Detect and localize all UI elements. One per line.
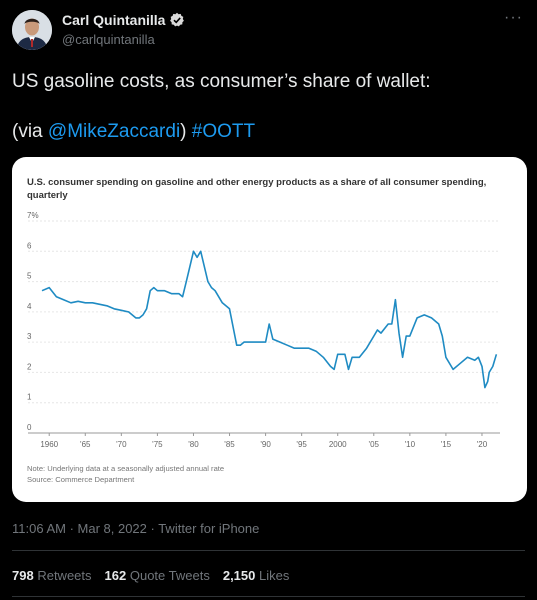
tweet-text-via: (via @MikeZaccardi) #OOTT — [12, 120, 522, 144]
y-tick-label: 3 — [27, 332, 32, 341]
y-tick-label: 5 — [27, 272, 32, 281]
retweets-label: Retweets — [37, 568, 92, 583]
chart-note-text: Note: Underlying data at a seasonally ad… — [27, 464, 225, 473]
x-tick-label: '65 — [80, 440, 91, 449]
x-tick-label: 1960 — [40, 440, 58, 449]
likes-label: Likes — [259, 568, 290, 583]
chart-image-card[interactable]: U.S. consumer spending on gasoline and o… — [12, 157, 527, 502]
avatar[interactable] — [12, 10, 52, 50]
x-tick-label: '15 — [441, 440, 452, 449]
tweet-text-line: US gasoline costs, as consumer’s share o… — [12, 71, 431, 92]
y-tick-label: 1 — [27, 393, 32, 402]
chart-note: Note: Underlying data at a seasonally ad… — [27, 463, 224, 485]
more-options-icon[interactable]: ··· — [504, 9, 523, 26]
verified-badge-icon — [170, 12, 185, 27]
x-tick-label: '90 — [260, 440, 271, 449]
divider — [12, 550, 525, 551]
chart: 0 1 2 3 4 5 6 7% 1960 '65 '70 '75 '80 '85 '90 '95 2000 '0… — [27, 211, 500, 449]
author-name[interactable]: Carl Quintanilla — [62, 12, 166, 28]
tweet-stats: 798 Retweets 162 Quote Tweets 2,150 Like… — [12, 568, 289, 583]
y-tick-label: 0 — [27, 423, 32, 432]
series-line — [41, 250, 498, 389]
mention-link[interactable]: @MikeZaccardi — [47, 121, 181, 142]
tweet-text: US gasoline costs, as consumer’s share o… — [12, 70, 522, 144]
author-name-row[interactable]: Carl Quintanilla — [62, 12, 185, 28]
y-tick-label: 7% — [27, 211, 39, 220]
y-tick-label: 6 — [27, 241, 32, 250]
x-tick-label: '95 — [296, 440, 307, 449]
tweet-timestamp[interactable]: 11:06 AM · Mar 8, 2022 · Twitter for iPh… — [12, 521, 260, 536]
x-tick-label: 2000 — [329, 440, 347, 449]
retweets-count: 798 — [12, 568, 34, 583]
chart-source-text: Source: Commerce Department — [27, 475, 135, 484]
quote-tweets-label: Quote Tweets — [129, 568, 210, 583]
x-tick-label: '80 — [188, 440, 199, 449]
x-tick-label: '75 — [152, 440, 163, 449]
retweets-stat[interactable]: 798 Retweets — [12, 568, 92, 583]
x-tick-label: '20 — [477, 440, 488, 449]
x-tick-label: '70 — [116, 440, 127, 449]
quote-tweets-count: 162 — [104, 568, 127, 583]
quote-tweets-stat[interactable]: 162 Quote Tweets — [105, 568, 210, 583]
via-suffix: ) — [180, 121, 187, 142]
likes-stat[interactable]: 2,150 Likes — [223, 568, 290, 583]
likes-count: 2,150 — [222, 568, 256, 583]
y-tick-label: 2 — [27, 362, 32, 371]
author-handle[interactable]: @carlquintanilla — [62, 32, 155, 47]
divider — [12, 596, 525, 597]
y-tick-label: 4 — [27, 302, 32, 311]
hashtag-link[interactable]: #OOTT — [191, 121, 256, 142]
avatar-photo-icon — [12, 10, 52, 50]
via-prefix: (via — [12, 121, 48, 142]
x-tick-label: '85 — [224, 440, 235, 449]
chart-title: U.S. consumer spending on gasoline and o… — [27, 177, 487, 201]
x-tick-label: '10 — [405, 440, 416, 449]
x-tick-label: '05 — [369, 440, 380, 449]
